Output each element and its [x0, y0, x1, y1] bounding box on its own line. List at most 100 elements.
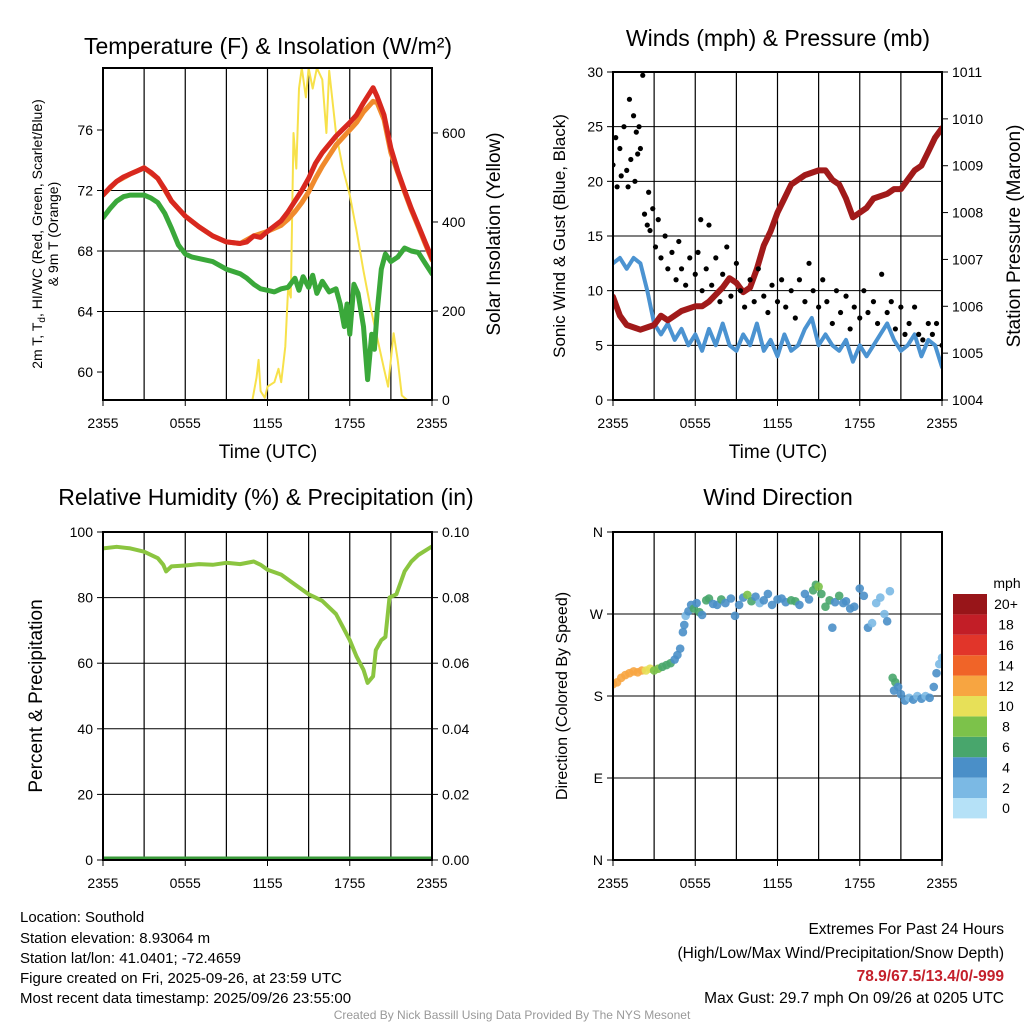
temperature-x-label: Time (UTC): [219, 442, 318, 463]
gust-point: [888, 299, 894, 305]
direction-point: [767, 600, 777, 610]
gust-point: [933, 320, 940, 327]
temp-y2tick-label: 200: [442, 303, 466, 319]
rh-xtick-label: 0555: [170, 875, 201, 891]
gust-point: [765, 309, 771, 316]
direction-point: [821, 602, 830, 612]
gust-point: [614, 184, 620, 190]
colorbar-label: 4: [1002, 759, 1010, 775]
temp-chart: 60 64 68 72 76 0 200 400 600 2355 0555 1155 1755 2355: [77, 67, 466, 431]
dir-ytick-label: E: [594, 770, 603, 786]
colorbar-swatch: [953, 757, 987, 778]
wind-xtick-label: 1755: [844, 415, 875, 431]
temperature-y-label: 2m T, Td, HI/WC (Red, Green, Scarlet/Blu…: [29, 99, 48, 369]
gust-point: [640, 72, 646, 78]
direction-point: [929, 682, 939, 692]
temp-xtick-label: 1755: [334, 415, 365, 431]
direction-point: [830, 597, 840, 607]
temp-y2tick-label: 600: [442, 125, 466, 141]
direction-point: [855, 584, 865, 593]
colorbar-swatch: [953, 594, 987, 615]
gust-point: [906, 320, 912, 327]
colorbar-label: 6: [1002, 739, 1010, 755]
gust-point: [698, 217, 704, 223]
direction-point: [726, 594, 736, 603]
temp-xtick-label: 2355: [416, 415, 447, 431]
temp-y2tick-label: 0: [442, 392, 450, 408]
direction-point: [795, 600, 804, 610]
direction-point: [880, 609, 889, 619]
direction-point: [743, 590, 752, 600]
wind-y-label: Sonic Wind & Gust (Blue, Black): [550, 114, 569, 358]
direction-point: [763, 589, 773, 599]
temperature-y-label-line2: & 9m T (Orange): [45, 182, 61, 287]
direction-point: [896, 689, 906, 699]
gust-point: [837, 309, 844, 316]
colorbar-swatch: [953, 614, 987, 635]
gust-point: [783, 304, 789, 310]
dir-data: [613, 580, 942, 705]
gust-point: [646, 189, 652, 195]
gust-point: [699, 288, 705, 294]
gust-point: [810, 288, 816, 294]
gust-point: [747, 277, 753, 283]
gust-point: [633, 129, 639, 135]
gust-point: [650, 206, 656, 212]
gust-point: [626, 96, 633, 102]
temp-ytick-label: 64: [77, 304, 93, 320]
colorbar-unit: mph: [993, 575, 1020, 591]
direction-point: [834, 591, 844, 601]
dir-chart: N E S W N 2355 0555 1155 1755 2355: [590, 524, 958, 891]
temperature-chart-title: Temperature (F) & Insolation (W/m²): [84, 33, 452, 59]
gust-point: [613, 135, 619, 141]
colorbar-label: 0: [1002, 800, 1010, 816]
dir-ytick-label: N: [593, 852, 603, 868]
direction-point: [876, 593, 885, 602]
gust-point: [724, 244, 730, 250]
direction-point: [730, 611, 740, 621]
credit-line: Created By Nick Bassill Using Data Provi…: [334, 1008, 691, 1022]
gust-point: [861, 288, 867, 294]
gust-point: [717, 299, 723, 305]
colorbar-label: 12: [998, 678, 1014, 694]
extremes-values: 78.9/67.5/13.4/0/-999: [857, 968, 1005, 985]
direction-point: [937, 653, 942, 663]
gust-point: [788, 288, 794, 294]
colorbar-label: 14: [998, 657, 1014, 673]
dir-xtick-label: 1155: [762, 875, 792, 891]
gust-point: [843, 293, 849, 299]
gust-point: [669, 249, 675, 255]
gust-point: [621, 124, 627, 130]
direction-point: [759, 596, 769, 605]
direction-y-label: Direction (Colored By Speed): [554, 592, 571, 800]
gust-point: [802, 299, 808, 305]
rh-ytick-label: 20: [77, 786, 93, 802]
wind-data: [613, 72, 942, 370]
winds-x-label: Time (UTC): [729, 442, 828, 463]
gust-point: [678, 266, 685, 272]
rh-y2tick-label: 0.10: [442, 524, 469, 540]
temp-frame: [102, 67, 433, 401]
gust-point: [925, 320, 931, 327]
temp-data: [103, 68, 432, 400]
direction-point: [814, 582, 823, 591]
rh-y2tick-label: 0.06: [442, 655, 469, 671]
rh-ytick-label: 100: [70, 524, 94, 540]
gust-point: [635, 151, 641, 157]
gust-point: [911, 304, 918, 310]
gust-point: [792, 315, 798, 321]
rh-ytick-label: 40: [77, 721, 93, 737]
rh-y2tick-label: 0.04: [442, 721, 469, 737]
gust-point: [637, 145, 644, 152]
pressure-y-label: Station Pressure (Maroon): [1004, 125, 1024, 348]
relative-humidity-line: [103, 544, 432, 685]
wind-ytick-label: 0: [595, 392, 603, 408]
gust-point: [703, 266, 709, 272]
dir-xtick-label: 0555: [680, 875, 711, 891]
rh-y2tick-label: 0.00: [442, 852, 469, 868]
temperature-y-label-part1: 2m T, T: [29, 322, 45, 369]
gust-point: [769, 282, 775, 288]
rh-xtick-label: 1755: [334, 875, 365, 891]
gust-point: [625, 184, 631, 190]
temperature-y-label-part2: , HI/WC (Red, Green, Scarlet/Blue): [29, 99, 45, 317]
